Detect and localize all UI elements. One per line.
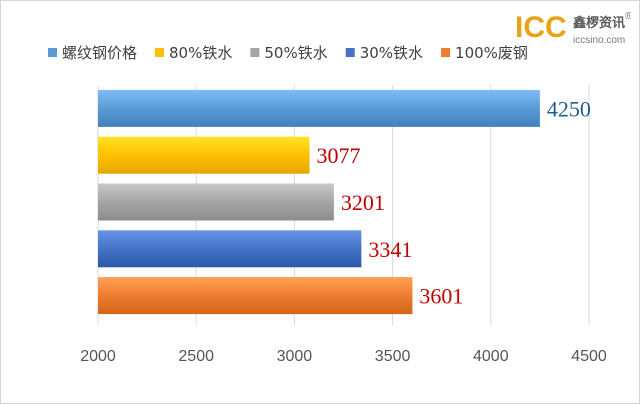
bar-4	[98, 277, 413, 315]
value-label-3: 3341	[368, 237, 412, 262]
legend-swatch-3	[345, 48, 355, 57]
bar-0	[98, 89, 540, 127]
legend-swatch-2	[250, 48, 260, 57]
brand-cn-name: 鑫椤资讯	[572, 15, 625, 31]
value-label-1: 3077	[317, 143, 361, 168]
legend-label-4: 100%废钢	[455, 44, 528, 62]
brand-registered-mark: ®	[625, 11, 631, 22]
x-tick-label-2000: 2000	[80, 348, 116, 365]
value-label-2: 3201	[341, 190, 385, 215]
brand-url: iccsino.com	[573, 35, 625, 46]
x-tick-label-3000: 3000	[277, 348, 313, 365]
value-labels: 4250 3077 3201 3341 3601	[317, 96, 591, 308]
x-tick-label-4000: 4000	[473, 348, 509, 365]
legend-swatch-4	[441, 48, 451, 57]
legend-label-0: 螺纹钢价格	[62, 44, 137, 62]
bars	[98, 89, 540, 315]
brand-logo: ICC 鑫椤资讯 ® iccsino.com	[515, 11, 631, 46]
legend: 螺纹钢价格 80%铁水 50%铁水 30%铁水 100%废钢	[48, 44, 528, 62]
x-tick-label-2500: 2500	[178, 348, 214, 365]
legend-swatch-1	[155, 48, 165, 57]
legend-swatch-0	[48, 48, 57, 57]
brand-name: ICC	[515, 11, 567, 44]
x-axis-ticks: 2000 2500 3000 3500 4000 4500	[80, 348, 607, 365]
legend-label-2: 50%铁水	[264, 44, 327, 62]
bar-1	[98, 136, 310, 174]
legend-label-3: 30%铁水	[360, 44, 423, 62]
x-tick-label-4500: 4500	[571, 348, 607, 365]
x-tick-label-3500: 3500	[375, 348, 411, 365]
legend-label-1: 80%铁水	[169, 44, 232, 62]
value-label-0: 4250	[547, 96, 591, 121]
bar-3	[98, 230, 362, 268]
value-label-4: 3601	[419, 284, 463, 309]
bar-2	[98, 183, 334, 221]
